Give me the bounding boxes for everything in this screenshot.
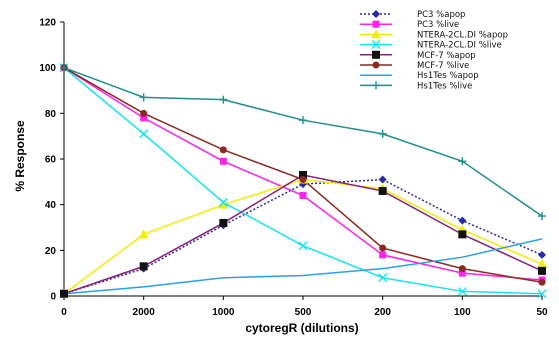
y-tick-label: 40 (45, 200, 57, 211)
data-point (299, 176, 307, 184)
legend-label: Hs1Tes %live (417, 81, 472, 91)
legend-marker (372, 50, 380, 59)
y-axis-title: % Response (13, 120, 27, 192)
data-point (218, 197, 228, 207)
data-point (219, 157, 227, 165)
x-tick-label: 0 (61, 307, 67, 318)
series-markers (59, 63, 547, 299)
legend-label: NTERA-2CL.DI %live (417, 41, 502, 51)
data-point (458, 265, 466, 273)
legend-marker (372, 10, 380, 18)
y-tick-label: 0 (50, 292, 56, 303)
legend-marker (371, 29, 381, 39)
data-point (538, 250, 546, 259)
x-axis-title: cytoregR (dilutions) (245, 321, 358, 335)
data-point (379, 251, 387, 259)
data-point (140, 109, 148, 117)
data-point (139, 129, 149, 139)
legend-marker (371, 40, 381, 50)
data-point (457, 286, 467, 296)
data-point (379, 244, 387, 252)
y-tick-label: 80 (45, 109, 57, 120)
data-point (60, 289, 68, 298)
legend-entry: Hs1Tes %live (360, 81, 472, 91)
data-point (219, 218, 228, 227)
data-point (378, 273, 388, 283)
data-point (458, 157, 467, 166)
y-tick-label: 20 (45, 246, 57, 257)
legend-marker (372, 61, 380, 69)
data-point (139, 93, 148, 102)
data-point (299, 192, 307, 200)
legend-marker (372, 81, 380, 90)
legend-label: MCF-7 %apop (417, 51, 476, 61)
data-point (138, 229, 149, 239)
y-tick-label: 120 (39, 18, 56, 29)
data-point (538, 278, 546, 286)
legend-entry: PC3 %apop (360, 10, 465, 20)
data-point (140, 114, 148, 122)
legend-entry: MCF-7 %live (360, 61, 469, 71)
legend-label: MCF-7 %live (417, 61, 469, 71)
data-point (219, 146, 227, 154)
data-point (139, 262, 148, 271)
data-point (298, 241, 308, 251)
data-point (538, 212, 546, 221)
legend-entry: PC3 %live (360, 20, 459, 30)
y-tick-label: 100 (39, 63, 56, 74)
data-point (378, 129, 387, 138)
legend-label: NTERA-2CL.DI %apop (417, 30, 508, 40)
data-point (218, 199, 229, 209)
data-point (219, 95, 228, 104)
data-point (458, 269, 466, 277)
legend-entry: MCF-7 %apop (360, 50, 476, 61)
legend-entry: NTERA-2CL.DI %live (360, 40, 502, 51)
x-tick-label: 50 (536, 307, 548, 318)
data-point (299, 116, 307, 125)
x-tick-label: 2000 (133, 307, 156, 318)
data-point (537, 289, 547, 299)
x-tick-label: 200 (374, 307, 391, 318)
legend-entry: Hs1Tes %apop (360, 71, 479, 81)
data-point (458, 230, 467, 239)
data-point (299, 170, 307, 179)
y-tick-label: 60 (45, 155, 57, 166)
legend-label: PC3 %live (417, 20, 459, 30)
data-point (60, 63, 68, 72)
legend-entry: NTERA-2CL.DI %apop (360, 29, 508, 40)
data-point (378, 186, 387, 195)
legend-label: Hs1Tes %apop (417, 71, 479, 81)
legend-marker (372, 20, 380, 28)
data-point (537, 259, 547, 269)
data-point (378, 175, 387, 184)
x-tick-label: 100 (454, 307, 471, 318)
legend-label: PC3 %apop (417, 10, 465, 20)
x-tick-label: 500 (295, 307, 312, 318)
data-point (538, 266, 546, 275)
data-point (458, 216, 467, 225)
x-tick-label: 1000 (212, 307, 235, 318)
series-line (63, 238, 543, 295)
